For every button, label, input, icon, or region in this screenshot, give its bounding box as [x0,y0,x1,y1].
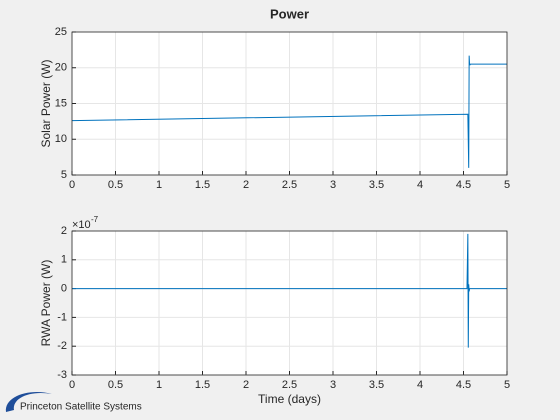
x-tick-label: 0 [69,179,75,191]
x-tick-label: 1 [156,179,162,191]
y-tick-label: 25 [55,26,67,38]
x-tick-label: 2.5 [282,179,297,191]
x-tick-label: 4 [417,179,423,191]
y-tick-label: 15 [55,97,67,109]
x-tick-label: 5 [504,379,510,391]
x-tick-label: 3.5 [369,179,384,191]
x-tick-label: 4.5 [456,379,471,391]
axis-exponent-base: ×10 [72,219,91,231]
x-tick-label: 4.5 [456,179,471,191]
logo-text: Princeton Satellite Systems [20,402,142,413]
axes-box [71,230,508,376]
x-tick-label: 2.5 [282,379,297,391]
y-axis-label: RWA Power (W) [39,260,53,347]
y-tick-label: 0 [61,283,67,295]
y-axis-label: Solar Power (W) [39,59,53,147]
data-line [72,233,507,348]
x-tick-label: 1.5 [195,379,210,391]
y-tick-label: 5 [61,169,67,181]
x-tick-label: 0.5 [108,179,123,191]
x-tick-label: 3 [330,179,336,191]
y-tick-label: 2 [61,225,67,237]
data-line [71,55,507,168]
axis-exponent: -7 [91,215,99,224]
x-tick-label: 5 [504,179,510,191]
x-tick-label: 1 [156,379,162,391]
axes-box [71,31,508,176]
x-tick-label: 0 [69,379,75,391]
y-tick-label: -2 [57,340,67,352]
y-tick-label: -1 [57,311,67,323]
logo-swoosh [5,392,52,412]
y-tick-label: 10 [55,133,67,145]
y-tick-label: 20 [55,62,67,74]
x-tick-label: 4 [417,379,423,391]
x-axis-label: Time (days) [258,392,321,406]
x-tick-label: 1.5 [195,179,210,191]
x-tick-label: 2 [243,179,249,191]
x-tick-label: 0.5 [108,379,123,391]
y-tick-label: -3 [57,369,67,381]
chart-title: Power [270,6,309,21]
y-tick-label: 1 [61,254,67,266]
x-tick-label: 3 [330,379,336,391]
logo: Princeton Satellite Systems [5,392,142,413]
x-tick-label: 3.5 [369,379,384,391]
x-tick-label: 2 [243,379,249,391]
